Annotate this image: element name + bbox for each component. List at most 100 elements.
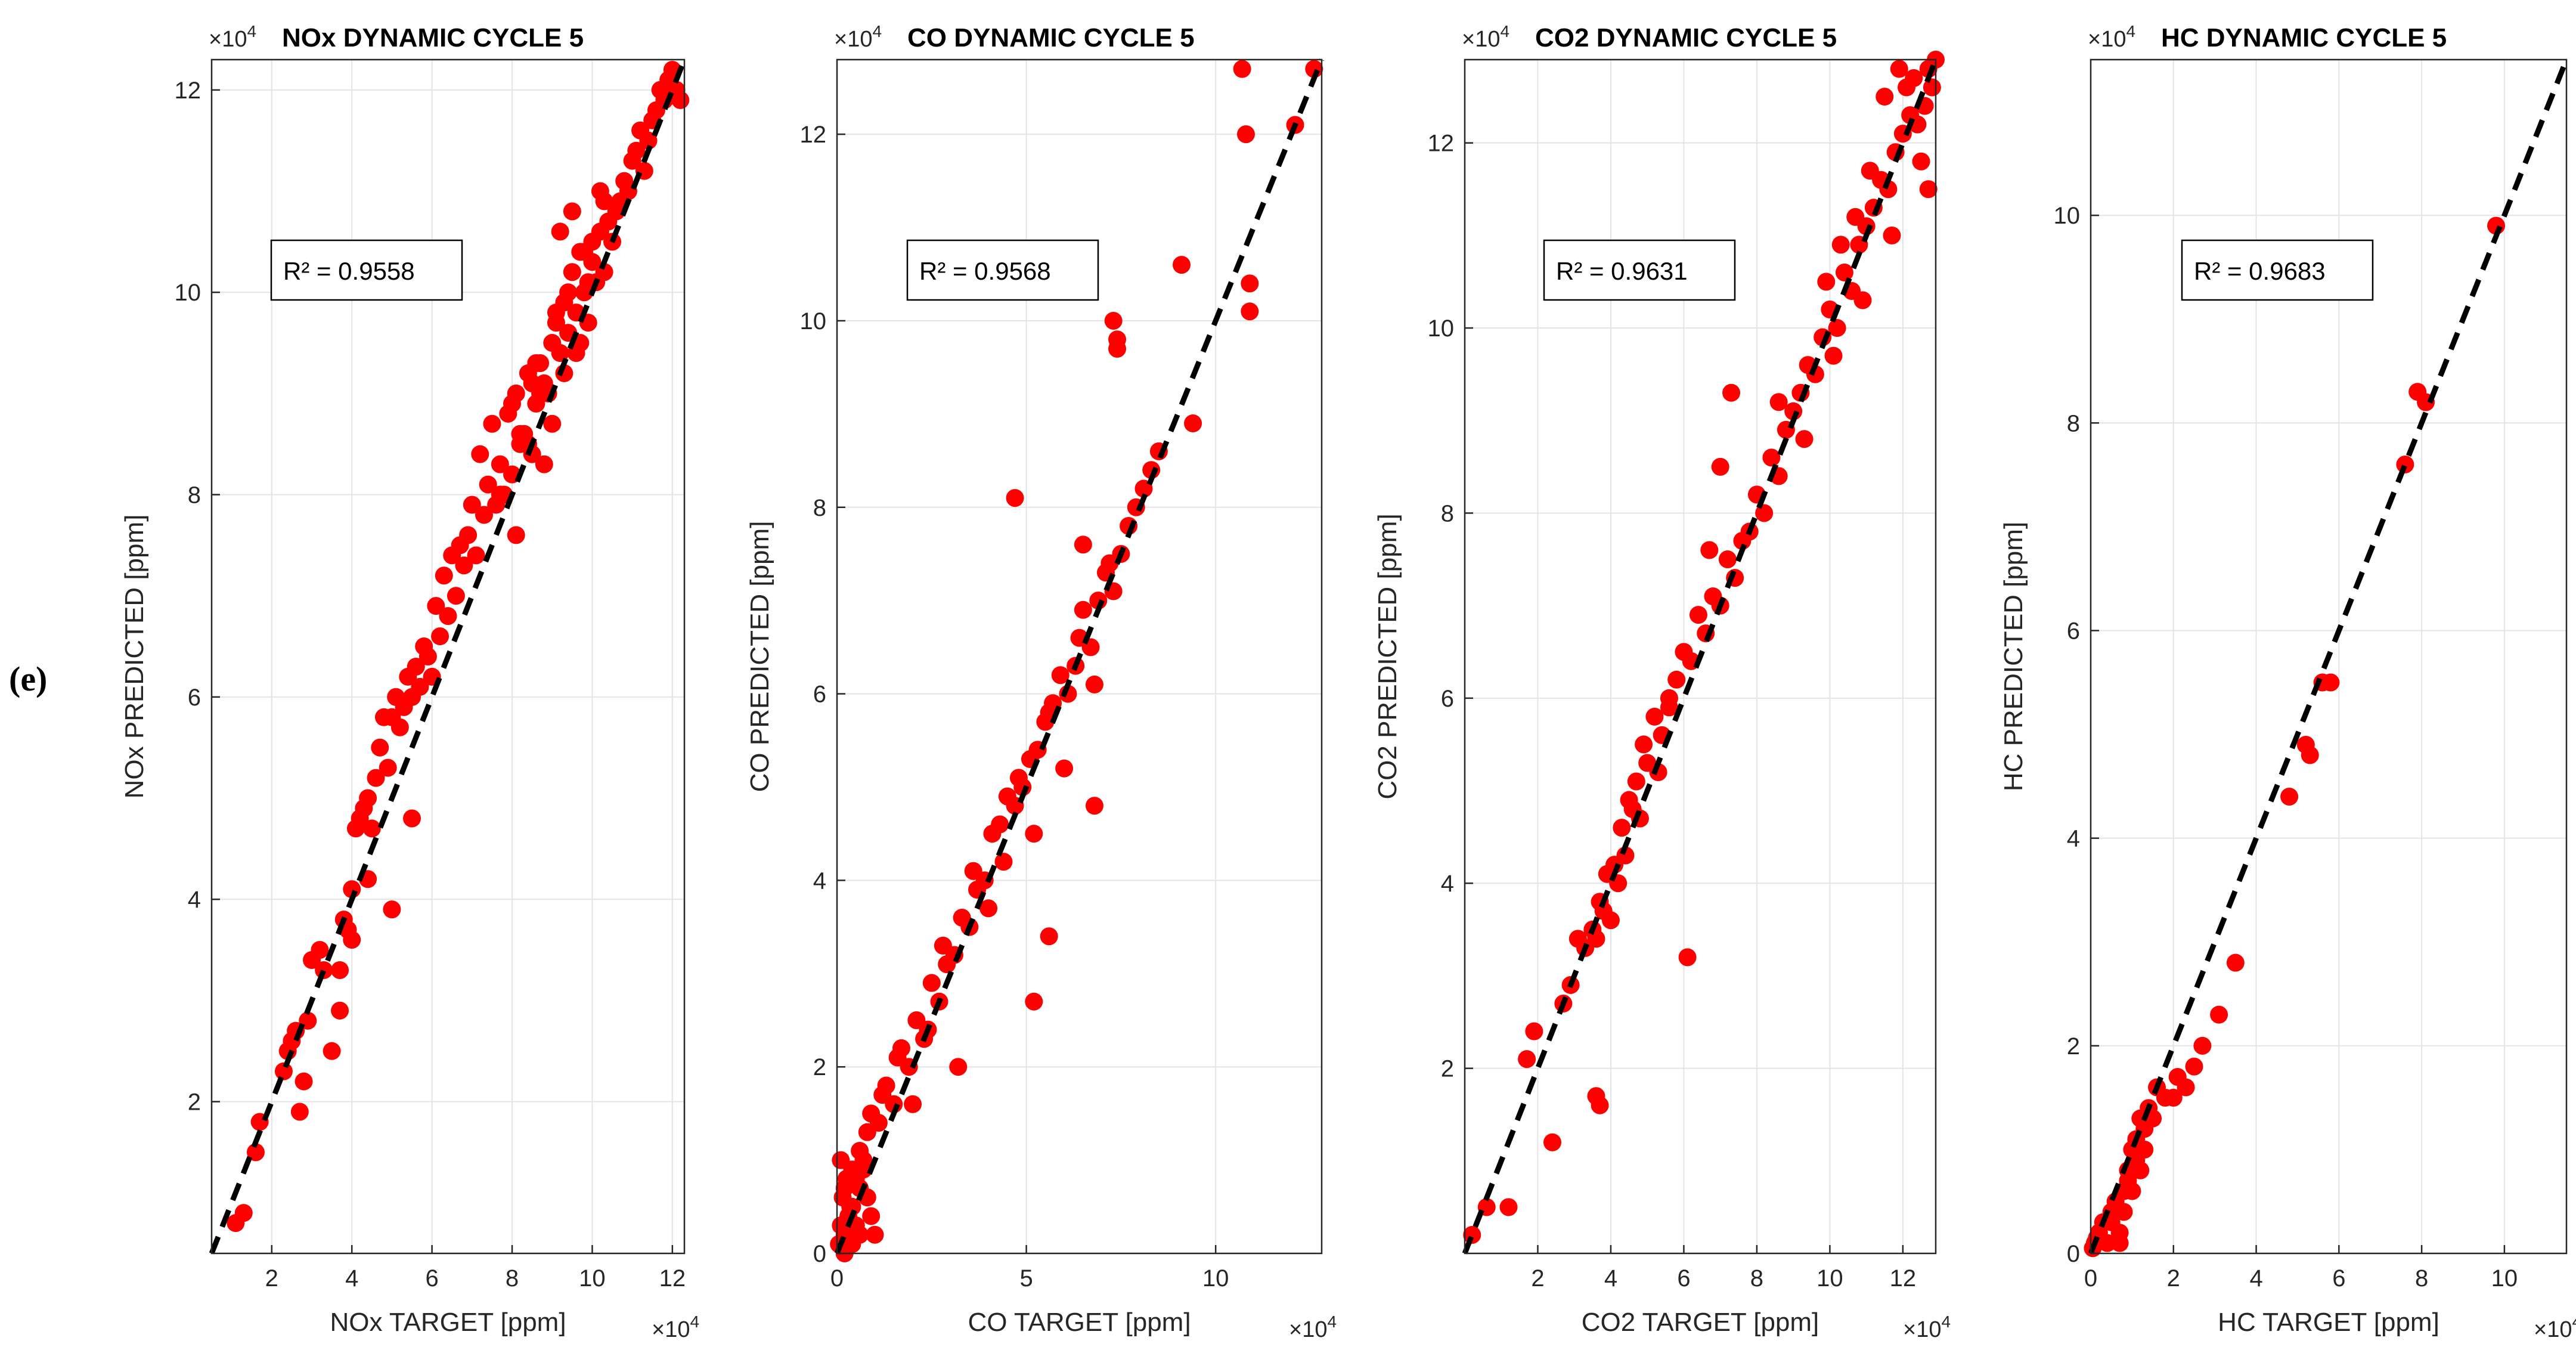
chart-4-r2-box xyxy=(2181,239,2374,301)
chart-2-data-point xyxy=(1009,769,1028,787)
chart-2-axes-box xyxy=(836,58,1323,1255)
chart-2-x-tick-label: 0 xyxy=(830,1265,844,1292)
chart-1-data-point xyxy=(511,425,529,443)
chart-1-r2-box xyxy=(270,239,463,301)
chart-1-fit-line xyxy=(209,58,687,1255)
chart-1-data-point xyxy=(627,141,646,160)
chart-2-data-point xyxy=(843,1235,861,1253)
chart-2-x-tick-label: 10 xyxy=(1202,1265,1229,1292)
chart-1-r2-label: R² = 0.9558 xyxy=(283,257,415,285)
chart-1-data-point xyxy=(359,789,377,807)
chart-3-y-axis-label: CO2 PREDICTED [ppm] xyxy=(1373,513,1402,799)
chart-2-title: CO DYNAMIC CYCLE 5 xyxy=(907,23,1195,52)
chart-3-data-point xyxy=(1923,78,1941,97)
chart-4-data-point xyxy=(2156,1088,2174,1107)
chart-1-data-point xyxy=(459,526,478,544)
chart-3-data-point xyxy=(1543,1133,1561,1151)
chart-3-data-point xyxy=(1853,291,1872,309)
chart-3-data-point xyxy=(1660,698,1678,717)
chart-3-y-tick-label: 10 xyxy=(1428,315,1455,342)
chart-1-data-point xyxy=(551,222,569,241)
chart-4-x-tick-label: 6 xyxy=(2332,1265,2345,1292)
chart-1-y-tick-label: 2 xyxy=(188,1089,201,1116)
chart-4-data-point xyxy=(2135,1140,2154,1159)
chart-2-data-point xyxy=(1025,992,1043,1011)
chart-2-data-point xyxy=(1104,311,1123,330)
chart-1-data-point xyxy=(527,354,545,372)
chart-2-data-point xyxy=(1085,675,1103,693)
chart-4-y-tick-label: 10 xyxy=(2054,203,2081,229)
chart-1-data-point xyxy=(379,758,397,777)
chart-3-data-point xyxy=(1762,448,1781,467)
chart-3-x-tick-label: 2 xyxy=(1531,1265,1544,1292)
chart-3-data-point xyxy=(1824,346,1843,365)
chart-4-data-point xyxy=(2193,1036,2212,1055)
chart-4-y-exponent-label: ×104 xyxy=(2088,22,2135,52)
chart-2-data-point xyxy=(991,815,1009,834)
chart-3-y-exponent-label: ×104 xyxy=(1462,22,1509,52)
panel-label: (e) xyxy=(9,659,47,698)
chart-1-data-point xyxy=(503,394,522,413)
chart-1-data-point xyxy=(290,1103,309,1121)
chart-1-data-point xyxy=(383,900,401,919)
chart-1-data-point xyxy=(639,131,658,150)
chart-2-data-point xyxy=(994,853,1013,871)
chart-3-axes-box xyxy=(1464,58,1937,1255)
chart-3-data-point xyxy=(1601,911,1620,930)
chart-4-r2-label: R² = 0.9683 xyxy=(2194,257,2326,285)
chart-1-data-point xyxy=(427,597,445,615)
chart-1-y-axis-label: NOx PREDICTED [ppm] xyxy=(120,515,149,799)
chart-1-data-point xyxy=(439,607,457,626)
chart-1-x-exponent-label: ×104 xyxy=(652,1312,699,1342)
chart-3-data-point xyxy=(1718,550,1737,569)
chart-3-fit-line xyxy=(1462,58,1939,1255)
chart-3-data-point xyxy=(1689,606,1707,624)
chart-2-data-point xyxy=(866,1225,884,1244)
chart-2-r2-label: R² = 0.9568 xyxy=(919,257,1051,285)
chart-1-data-point xyxy=(234,1204,253,1222)
chart-4-data-point xyxy=(2280,788,2299,806)
chart-1-data-point xyxy=(491,455,509,473)
chart-3-x-exponent-label: ×104 xyxy=(1903,1312,1951,1342)
chart-2-data-point xyxy=(854,1160,873,1179)
chart-3-x-tick-label: 10 xyxy=(1816,1265,1843,1292)
chart-2-data-point xyxy=(1085,797,1103,815)
chart-3-data-point xyxy=(1883,226,1901,244)
chart-3-data-point xyxy=(1591,1096,1609,1114)
chart-4-data-point xyxy=(2115,1203,2133,1221)
chart-2-data-point xyxy=(1184,414,1202,432)
chart-3-data-point xyxy=(1613,819,1631,837)
chart-1-data-point xyxy=(471,445,489,463)
chart-4-y-tick-label: 6 xyxy=(2067,618,2080,644)
chart-1-data-point xyxy=(475,506,493,524)
chart-3-data-point xyxy=(1711,457,1729,476)
chart-3-data-point xyxy=(1828,319,1846,338)
chart-1-data-point xyxy=(559,283,578,302)
chart-1-data-point xyxy=(295,1072,313,1091)
chart-1-x-tick-label: 10 xyxy=(579,1265,606,1292)
chart-3-data-point xyxy=(1755,504,1774,522)
chart-1-data-point xyxy=(507,526,525,544)
chart-1-data-point xyxy=(367,769,385,787)
chart-4-fit-line xyxy=(2088,58,2569,1255)
chart-3-data-point xyxy=(1627,772,1645,791)
chart-2-data-point xyxy=(1051,666,1070,685)
chart-2-x-axis-label: CO TARGET [ppm] xyxy=(968,1308,1191,1337)
chart-4-y-tick-label: 0 xyxy=(2067,1241,2080,1267)
chart-3-data-point xyxy=(1876,88,1894,106)
chart-2-data-point xyxy=(922,974,941,992)
chart-3-data-point xyxy=(1769,393,1788,411)
chart-1-data-point xyxy=(563,202,581,221)
chart-2-fit-line xyxy=(834,58,1325,1255)
chart-1-x-tick-label: 6 xyxy=(425,1265,438,1292)
chart-1-y-exponent-label: ×104 xyxy=(209,22,256,52)
chart-1-data-point xyxy=(447,587,465,605)
chart-2-data-point xyxy=(1233,60,1251,78)
chart-2-y-tick-label: 4 xyxy=(813,868,826,894)
chart-3-data-point xyxy=(1846,208,1865,226)
chart-3-data-point xyxy=(1635,735,1653,754)
chart-4-x-tick-label: 4 xyxy=(2249,1265,2262,1292)
chart-2-x-tick-label: 5 xyxy=(1019,1265,1033,1292)
chart-4-data-point xyxy=(2210,1005,2228,1024)
chart-3-data-point xyxy=(1817,273,1836,291)
